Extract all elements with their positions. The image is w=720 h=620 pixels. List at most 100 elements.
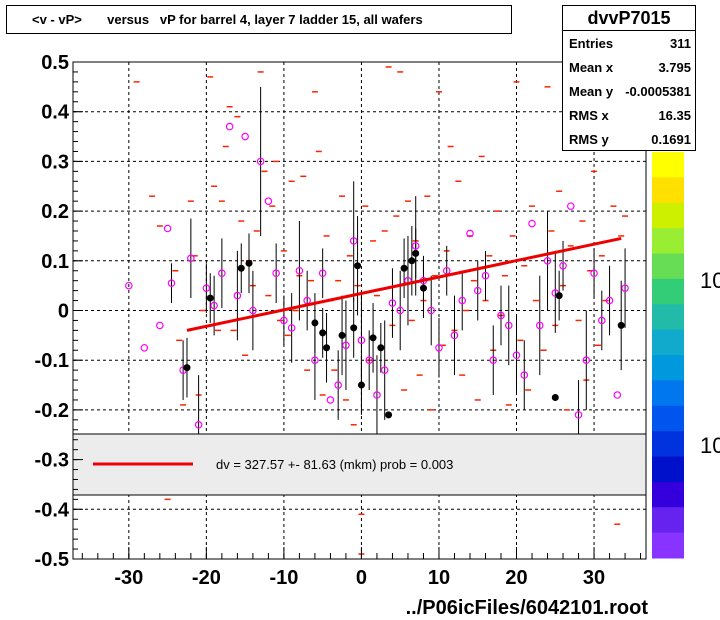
stats-row-mean-x: Mean x 3.795 [563, 55, 695, 79]
y-tick-label: 0.4 [41, 102, 70, 124]
profile-point [295, 266, 304, 275]
profile-point [388, 299, 397, 307]
profile-point [512, 351, 521, 360]
profile-point [125, 281, 133, 290]
profile-point [380, 366, 389, 374]
filled-point [354, 262, 362, 270]
profile-point [458, 296, 467, 305]
profile-point [225, 122, 234, 131]
profile-point [280, 316, 288, 325]
footer-filename: ../P06icFiles/6042101.root [406, 597, 649, 619]
profile-point [156, 321, 164, 330]
y-tick-label: -0.2 [35, 400, 69, 422]
color-palette [652, 152, 684, 559]
filled-point [237, 264, 245, 272]
profile-point [218, 269, 226, 278]
profile-point [621, 284, 629, 292]
palette-cell [652, 355, 684, 381]
y-tick-label: -0.4 [35, 499, 70, 521]
profile-points [125, 122, 629, 429]
profile-point [167, 279, 176, 287]
stats-row-rms-y: RMS y 0.1691 [563, 127, 695, 151]
filled-point [311, 319, 319, 327]
profile-point [373, 391, 381, 399]
palette-cell [652, 380, 684, 407]
y-tick-label: 0.5 [41, 52, 69, 74]
profile-point [590, 269, 598, 278]
x-tick-label: 10 [428, 567, 450, 589]
profile-point [140, 343, 149, 352]
stats-histogram-name: dvvP7015 [563, 6, 695, 31]
profile-point [450, 331, 459, 340]
profile-point [504, 321, 513, 330]
filled-point [551, 393, 559, 401]
profile-point [256, 157, 265, 166]
palette-cell [652, 481, 684, 508]
palette-cell [652, 253, 684, 280]
stats-value: 311 [670, 36, 691, 51]
stats-label: Mean y [569, 84, 614, 99]
filled-point [319, 329, 327, 337]
profile-point [287, 324, 296, 332]
stats-box: dvvP7015 Entries 311 Mean x 3.795 Mean y… [562, 5, 696, 151]
stats-value: 0.1691 [651, 132, 691, 147]
stats-row-entries: Entries 311 [563, 31, 695, 55]
profile-point [349, 237, 358, 245]
profile-point [566, 202, 575, 210]
profile-point [202, 284, 211, 292]
palette-cell [652, 405, 684, 432]
y-tick-label: -0.5 [35, 549, 69, 571]
profile-point [528, 219, 536, 228]
palette-cell [652, 177, 684, 204]
stats-value: 16.35 [658, 108, 691, 123]
profile-point [194, 421, 203, 429]
fit-line [186, 236, 622, 332]
palette-cell [652, 304, 684, 331]
profile-point [311, 356, 319, 365]
filled-point [408, 257, 416, 265]
palette-cell [652, 152, 684, 178]
stats-value: -0.0005381 [625, 84, 691, 99]
palette-cell [652, 532, 684, 559]
y-tick-label: 0.1 [41, 251, 69, 273]
profile-point [574, 411, 583, 419]
profile-point [163, 224, 172, 233]
profile-point [187, 254, 195, 263]
palette-cell [652, 507, 684, 534]
legend-box [72, 433, 647, 496]
y-tick-label: 0.3 [41, 151, 69, 173]
profile-point [264, 197, 273, 205]
filled-point [350, 324, 358, 332]
profile-point [605, 296, 614, 305]
profile-point [334, 381, 342, 389]
profile-point [598, 316, 606, 325]
y-axis: -0.5 -0.4 -0.3 -0.2 -0.1 0 0.1 0.2 0.3 0.4 0.5 [35, 52, 83, 571]
filled-point [206, 294, 214, 302]
legend-text: dv = 327.57 +- 81.63 (mkm) prob = 0.003 [216, 457, 453, 472]
x-tick-label: 20 [505, 567, 527, 589]
profile-point [233, 291, 242, 300]
stats-label: RMS x [569, 108, 609, 123]
profile-point [411, 242, 420, 250]
x-tick-label: -20 [192, 567, 221, 589]
x-tick-label: 30 [583, 567, 605, 589]
profile-point [326, 396, 335, 404]
palette-cell [652, 202, 684, 229]
stats-row-mean-y: Mean y -0.0005381 [563, 79, 695, 103]
profile-point [342, 341, 350, 350]
palette-label: 10 [700, 433, 720, 458]
filled-point [385, 411, 393, 419]
profile-point [520, 371, 529, 379]
profile-point [249, 306, 257, 315]
filled-point [555, 292, 563, 300]
filled-point [245, 259, 253, 267]
scatter-marks [133, 66, 629, 555]
palette-cell [652, 278, 684, 305]
profile-point [473, 286, 482, 295]
filled-point [338, 331, 346, 339]
fit-legend: dv = 327.57 +- 81.63 (mkm) prob = 0.003 [72, 433, 647, 496]
profile-point [481, 271, 490, 280]
palette-cell [652, 329, 684, 356]
filled-point [369, 334, 377, 342]
